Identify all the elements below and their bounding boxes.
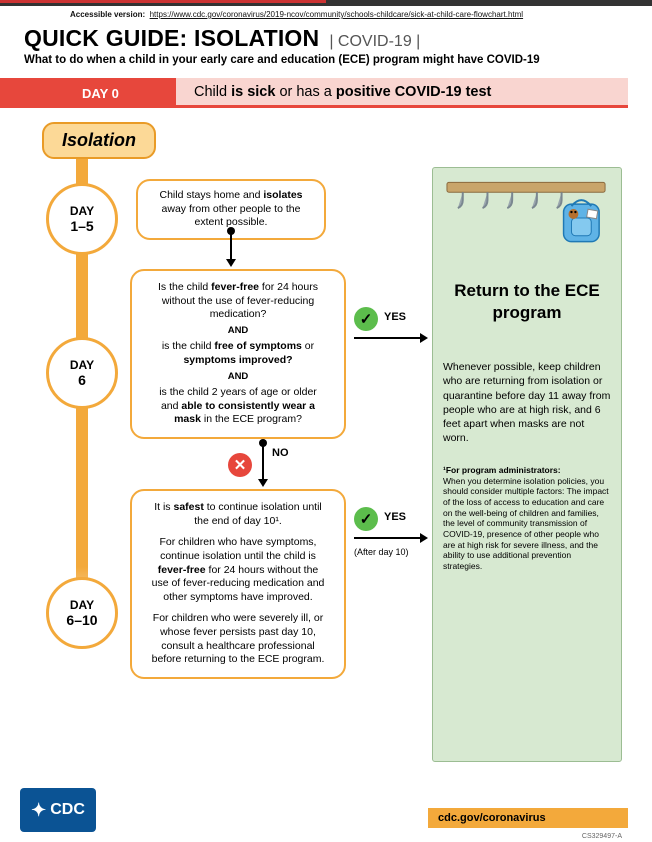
yes-label-1: YES <box>384 311 406 323</box>
t: For children who were severely ill, or w… <box>148 612 328 667</box>
t: is the child <box>162 340 215 352</box>
after-day-10: (After day 10) <box>354 547 409 557</box>
t: DAY <box>70 358 94 372</box>
return-panel: Return to the ECE program Whenever possi… <box>432 167 622 762</box>
t: symptoms improved? <box>183 354 292 366</box>
day-marker-6: DAY 6 <box>46 337 118 409</box>
accessible-label: Accessible version: <box>70 10 145 19</box>
page-title: QUICK GUIDE: ISOLATION <box>24 25 319 52</box>
day0-banner: DAY 0 Child is sick or has a positive CO… <box>0 78 628 108</box>
t: away from other people to the extent pos… <box>162 203 301 229</box>
footer-url: cdc.gov/coronavirus <box>438 812 546 824</box>
cdc-text: CDC <box>50 801 85 819</box>
t: Child stays home and <box>160 189 264 201</box>
isolation-pill: Isolation <box>42 122 156 159</box>
footer-code: CS329497-A <box>582 833 622 840</box>
backpack-icon <box>564 200 600 242</box>
t: is sick <box>231 84 275 100</box>
return-title: Return to the ECE program <box>443 280 611 324</box>
t: fever-free <box>158 564 206 576</box>
x-icon: ✕ <box>228 453 252 477</box>
check-icon-2: ✓ <box>354 507 378 531</box>
t: or <box>302 340 314 352</box>
t: free of symptoms <box>214 340 302 352</box>
arrow-down-1 <box>230 231 232 261</box>
t: isolates <box>263 189 302 201</box>
admin-heading: ¹For program administrators: <box>443 465 561 475</box>
arrow-no-down <box>262 443 264 481</box>
accessible-version: Accessible version: https://www.cdc.gov/… <box>0 6 652 19</box>
accessible-link[interactable]: https://www.cdc.gov/coronavirus/2019-nco… <box>150 10 523 19</box>
return-body: Whenever possible, keep children who are… <box>443 360 611 445</box>
t: positive COVID-19 test <box>336 84 492 100</box>
t: fever-free <box>211 281 259 293</box>
t: 6–10 <box>66 612 97 628</box>
t: It is <box>154 501 173 513</box>
admin-body: When you determine isolation policies, y… <box>443 476 609 571</box>
t: or has a <box>275 84 335 100</box>
footer-url-bar: cdc.gov/coronavirus <box>428 808 628 828</box>
box-day6-10: It is safest to continue isolation until… <box>130 489 346 679</box>
t: For children who have symptoms, continue… <box>160 536 317 562</box>
check-icon: ✓ <box>354 307 378 331</box>
t: DAY <box>70 204 94 218</box>
t: in the ECE program? <box>201 413 302 425</box>
coat-rack-illustration <box>443 178 611 250</box>
yes-label-2: YES <box>384 511 406 523</box>
t: DAY <box>70 598 94 612</box>
t: safest <box>173 501 203 513</box>
and-2: AND <box>150 371 326 383</box>
page-subtitle: What to do when a child in your early ca… <box>0 54 652 74</box>
and-1: AND <box>150 325 326 337</box>
t: 1–5 <box>70 218 93 234</box>
day-marker-1-5: DAY 1–5 <box>46 183 118 255</box>
t: Is the child <box>158 281 211 293</box>
hhs-icon: ✦ <box>31 800 46 821</box>
day0-label: DAY 0 <box>0 78 176 108</box>
t: to continue isolation until the end of d… <box>194 501 322 527</box>
covid-tag: | COVID-19 | <box>329 33 420 51</box>
day0-text: Child is sick or has a positive COVID-19… <box>176 78 628 108</box>
arrow-yes-2 <box>354 537 422 539</box>
t: 6 <box>78 372 86 388</box>
day-marker-6-10: DAY 6–10 <box>46 577 118 649</box>
box-day6-questions: Is the child fever-free for 24 hours wit… <box>130 269 346 439</box>
admin-note: ¹For program administrators: When you de… <box>443 465 611 571</box>
t: Child <box>194 84 231 100</box>
cdc-logo: ✦ CDC <box>20 788 96 832</box>
no-label: NO <box>272 447 289 459</box>
arrow-yes-1 <box>354 337 422 339</box>
